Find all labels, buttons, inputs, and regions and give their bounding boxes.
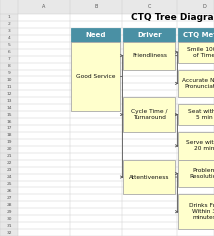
Text: 1: 1 <box>8 16 10 19</box>
FancyBboxPatch shape <box>123 28 175 42</box>
Text: 24: 24 <box>6 175 12 179</box>
Text: C: C <box>148 4 151 9</box>
Text: 12: 12 <box>6 92 12 96</box>
Text: 11: 11 <box>6 85 12 89</box>
Text: 29: 29 <box>6 210 12 214</box>
Text: CTQ Metric: CTQ Metric <box>183 32 214 38</box>
Text: Attentiveness: Attentiveness <box>129 175 170 180</box>
Text: 28: 28 <box>6 203 12 207</box>
FancyBboxPatch shape <box>178 104 214 125</box>
Text: 31: 31 <box>6 223 12 228</box>
FancyBboxPatch shape <box>178 194 214 229</box>
FancyBboxPatch shape <box>178 160 214 187</box>
FancyBboxPatch shape <box>178 132 214 160</box>
FancyBboxPatch shape <box>71 28 120 42</box>
FancyBboxPatch shape <box>123 42 175 69</box>
FancyBboxPatch shape <box>123 160 175 194</box>
Text: Good Service: Good Service <box>76 74 116 79</box>
Text: Seat within
5 min: Seat within 5 min <box>188 109 214 120</box>
Text: 2: 2 <box>8 22 10 26</box>
Text: 23: 23 <box>6 168 12 172</box>
Text: 18: 18 <box>6 133 12 137</box>
Text: B: B <box>94 4 98 9</box>
Text: 30: 30 <box>6 217 12 221</box>
FancyBboxPatch shape <box>178 42 214 63</box>
Text: Cycle Time /
Turnaround: Cycle Time / Turnaround <box>131 109 168 120</box>
Text: Problem
Resolution: Problem Resolution <box>189 168 214 179</box>
Text: 5: 5 <box>7 43 10 47</box>
Text: 25: 25 <box>6 182 12 186</box>
Text: 17: 17 <box>6 126 12 131</box>
Text: 32: 32 <box>6 231 12 235</box>
Text: 15: 15 <box>6 113 12 117</box>
Text: 13: 13 <box>6 99 12 103</box>
Text: A: A <box>42 4 46 9</box>
FancyBboxPatch shape <box>123 97 175 132</box>
Text: 26: 26 <box>6 189 12 193</box>
Bar <box>0 0 18 236</box>
Text: Accurate Name
Pronunciation: Accurate Name Pronunciation <box>182 78 214 89</box>
Text: 9: 9 <box>8 71 10 75</box>
Text: 22: 22 <box>6 161 12 165</box>
FancyBboxPatch shape <box>71 42 120 111</box>
FancyBboxPatch shape <box>178 28 214 42</box>
Text: Drinks Full
Within 3
minutes: Drinks Full Within 3 minutes <box>189 203 214 220</box>
Text: 16: 16 <box>6 119 12 123</box>
Text: D: D <box>203 4 206 9</box>
Text: 3: 3 <box>8 29 10 33</box>
Text: 7: 7 <box>8 57 10 61</box>
Text: 19: 19 <box>6 140 12 144</box>
FancyBboxPatch shape <box>178 69 214 97</box>
Text: Driver: Driver <box>137 32 162 38</box>
Bar <box>0 0 214 14</box>
Text: 10: 10 <box>6 78 12 82</box>
Text: 6: 6 <box>8 50 10 54</box>
Text: CTQ Tree Diagram: CTQ Tree Diagram <box>131 13 214 22</box>
Text: 27: 27 <box>6 196 12 200</box>
Text: Need: Need <box>86 32 106 38</box>
Text: Serve within
20 min: Serve within 20 min <box>186 140 214 151</box>
Text: 14: 14 <box>6 106 12 110</box>
Text: Friendliness: Friendliness <box>132 53 167 58</box>
Text: 21: 21 <box>6 154 12 158</box>
Text: 8: 8 <box>8 64 10 68</box>
Text: Smile 100%
of Time: Smile 100% of Time <box>187 47 214 58</box>
Text: 20: 20 <box>6 147 12 151</box>
Text: 4: 4 <box>8 36 10 40</box>
